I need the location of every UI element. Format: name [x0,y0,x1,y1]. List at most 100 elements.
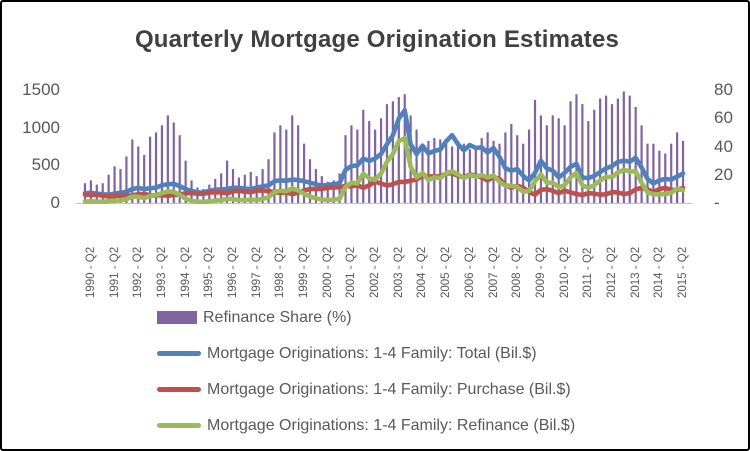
refi-share-bar [533,99,537,203]
refi-share-bar [433,138,436,203]
refi-share-bar [593,109,596,203]
refi-share-bar [551,115,554,203]
refi-share-bar [166,115,169,203]
refi-share-bar [510,123,513,203]
legend-item: Mortgage Originations: 1-4 Family: Total… [157,342,575,365]
refi-share-bar [415,129,418,203]
refi-share-bar [379,118,383,203]
refi-share-bar [172,122,175,203]
x-tick-label: 1997 - Q2 [250,246,263,298]
x-tick-label: 2010 - Q2 [558,246,571,298]
legend-swatch-refinance [157,423,201,428]
refi-share-bar [658,150,661,203]
refi-share-bar [267,159,270,203]
legend-label: Mortgage Originations: 1-4 Family: Purch… [207,380,571,398]
x-tick-label: 2004 - Q2 [416,246,429,298]
refi-share-bar [587,121,590,203]
refi-share-bar [113,166,116,203]
refi-share-bar [622,91,625,203]
x-tick-label: 1995 - Q2 [203,246,216,298]
legend-label: Mortgage Originations: 1-4 Family: Total… [207,344,537,362]
refi-share-bar [291,115,294,203]
refi-share-bar [143,154,146,203]
refi-share-bar [569,101,572,203]
refi-share-bar [427,140,430,203]
refi-share-bar [462,143,466,203]
x-tick-label: 2000 - Q2 [321,246,334,298]
refi-share-bar [634,106,637,203]
refi-share-bar [498,143,501,203]
x-tick-label: 2003 - Q2 [392,246,405,298]
refi-share-bar [646,143,649,203]
refinance-line [82,135,686,205]
x-tick-label: 2009 - Q2 [534,246,547,298]
refi-share-bar [397,97,400,203]
refi-share-bar [439,139,442,203]
x-tick-label: 2011 - Q2 [582,247,595,298]
right-axis-tick: 80 [714,80,733,99]
x-tick-label: 2006 - Q2 [463,246,476,298]
refi-share-bar [492,140,495,203]
left-axis-tick: 1500 [22,80,60,99]
refi-share-bar [628,95,631,203]
refi-share-bar [610,104,614,204]
left-axis-tick: 1000 [22,117,60,137]
refi-share-bar [149,136,152,203]
refi-share-bar [575,94,578,203]
x-tick-label: 2015 - Q2 [677,246,690,298]
refi-share-bar [297,125,300,203]
total-line [82,108,686,197]
chart-title: Quarterly Mortgage Origination Estimates [134,26,620,53]
legend-swatch-total [157,351,201,356]
refi-share-bar [184,160,187,204]
refi-share-bar [326,181,329,203]
x-tick-label: 2005 - Q2 [440,246,453,298]
left-axis-tick: 0 [50,193,60,212]
right-axis-tick: - [714,193,720,212]
refi-share-bar [385,104,389,204]
x-tick-label: 1998 - Q2 [274,246,287,298]
refi-share-bar [616,98,619,203]
x-tick-label: 2008 - Q2 [511,246,524,298]
refi-share-bar [557,118,560,203]
refi-share-bar [285,129,288,203]
x-tick-label: 1999 - Q2 [298,246,311,298]
refi-share-bar [273,132,276,204]
refi-share-bar [154,132,158,204]
x-tick-label: 1990 - Q2 [84,246,97,298]
refi-share-bar [225,160,229,204]
refi-share-bar [279,125,282,203]
x-tick-label: 2012 - Q2 [605,246,618,298]
refi-share-bar [545,125,548,203]
legend-item: Mortgage Originations: 1-4 Family: Refin… [157,414,575,437]
legend-label: Mortgage Originations: 1-4 Family: Refin… [207,416,576,434]
x-tick-label: 2002 - Q2 [369,246,382,298]
refi-share-bar [178,135,181,203]
refi-share-bar [125,156,128,203]
refi-share-bar [486,132,489,204]
x-tick-label: 1992 - Q2 [132,246,145,298]
legend-swatch-purchase [157,387,201,392]
x-tick-label: 1996 - Q2 [227,246,239,298]
legend: Refinance Share (%) Mortgage Originations… [157,306,575,449]
legend-item: Refinance Share (%) [157,306,575,329]
x-tick-label: 1993 - Q2 [155,246,168,298]
refi-share-bar [581,104,584,204]
legend-label: Refinance Share (%) [203,308,352,326]
left-axis-tick: 500 [31,155,60,175]
refi-share-bar [131,139,134,203]
refi-share-bar [119,169,122,203]
x-tick-label: 2007 - Q2 [487,246,500,298]
refi-share-bar [107,174,110,203]
refi-share-bar [676,132,679,204]
x-tick-label: 2013 - Q2 [629,246,642,298]
x-tick-label: 1994 - Q2 [179,246,192,298]
x-tick-label: 2014 - Q2 [653,246,666,298]
refi-share-bar [480,138,483,203]
refi-share-bar [527,129,531,203]
right-axis-tick: 20 [714,164,733,184]
legend-item: Mortgage Originations: 1-4 Family: Purch… [157,378,575,401]
refi-share-bar [652,143,655,203]
